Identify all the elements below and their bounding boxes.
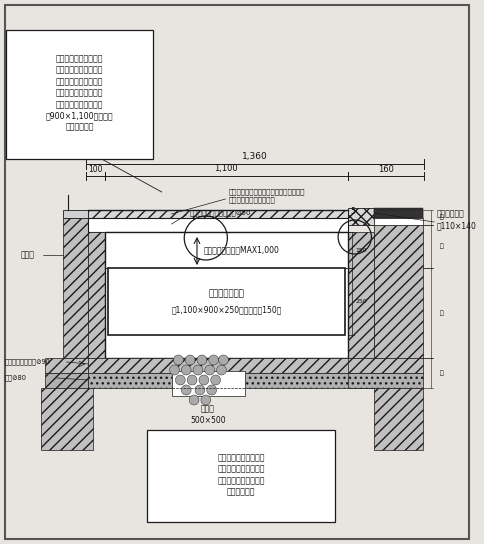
Circle shape [173, 355, 183, 365]
Text: 5: 5 [350, 207, 355, 217]
Bar [45, 358, 88, 373]
Circle shape [209, 355, 219, 365]
Bar [45, 373, 88, 388]
Text: 上がりかまち部分の全
面は、足先などを挟み
こむ危険がないよう平
坦に仕上げる: 上がりかまち部分の全 面は、足先などを挟み こむ危険がないよう平 坦に仕上げる [217, 453, 265, 497]
Bar [88, 232, 105, 358]
Text: 玄関層: 玄関層 [20, 250, 34, 259]
Bar [108, 268, 345, 335]
Bar [88, 373, 375, 388]
Circle shape [197, 355, 207, 365]
Bar [348, 232, 375, 358]
Circle shape [175, 375, 185, 385]
Text: 250: 250 [356, 299, 367, 304]
Text: 昇降ストローク　MAX1,000: 昇降ストローク MAX1,000 [203, 245, 279, 255]
Text: 1,360: 1,360 [242, 152, 268, 162]
Circle shape [207, 385, 217, 395]
Bar [375, 225, 424, 358]
Circle shape [201, 395, 211, 405]
Text: 另: 另 [440, 215, 444, 220]
FancyBboxPatch shape [147, 430, 335, 522]
Bar [375, 210, 424, 218]
Bar [105, 232, 348, 268]
Text: 約1,100×900×250（昇降距離150）: 約1,100×900×250（昇降距離150） [171, 305, 282, 314]
Bar [41, 388, 93, 450]
Circle shape [182, 385, 191, 395]
Text: 土間コンクリート⊘90: 土間コンクリート⊘90 [5, 358, 51, 366]
Circle shape [185, 355, 195, 365]
Bar [105, 232, 348, 358]
Text: 160: 160 [378, 164, 394, 174]
Bar [88, 218, 348, 232]
Text: 機械上面のテーブル部
分は、タイル仕上げの
場合、タイル割りに合
わせて大きさを決定し
てもよいが、基本的に
は900×1,100㎜以上の
寸法はほしい: 機械上面のテーブル部 分は、タイル仕上げの 場合、タイル割りに合 わせて大きさを… [45, 54, 113, 132]
Circle shape [199, 375, 209, 385]
Bar [171, 371, 245, 396]
Text: 另: 另 [440, 310, 444, 316]
Circle shape [211, 375, 221, 385]
Bar [348, 373, 424, 388]
Circle shape [187, 375, 197, 385]
Text: 另: 另 [440, 370, 444, 376]
Text: 100: 100 [88, 164, 103, 174]
Circle shape [182, 365, 191, 375]
Bar [375, 388, 424, 450]
Text: 1,100: 1,100 [214, 164, 238, 174]
Bar [63, 218, 88, 358]
Text: 150: 150 [356, 248, 367, 252]
Circle shape [217, 365, 227, 375]
Bar [63, 210, 88, 218]
Bar [375, 208, 424, 220]
Circle shape [205, 365, 214, 375]
Bar [88, 358, 375, 373]
Circle shape [195, 385, 205, 395]
Text: 敷居　みかけ石ジェットバーナー仕上げ
真ちゅうレール埋め込み: 敷居 みかけ石ジェットバーナー仕上げ 真ちゅうレール埋め込み [228, 189, 305, 203]
Text: 另: 另 [440, 244, 444, 249]
Circle shape [169, 365, 180, 375]
Text: 上がりかまち
幅110×140: 上がりかまち 幅110×140 [436, 210, 476, 230]
Text: 浸透枡
500×500: 浸透枡 500×500 [190, 405, 226, 425]
Bar [88, 210, 348, 218]
Text: 割栗⊘80: 割栗⊘80 [5, 375, 27, 381]
Circle shape [219, 355, 228, 365]
Bar [348, 358, 424, 373]
Circle shape [189, 395, 199, 405]
Text: 段差解消機本体: 段差解消機本体 [209, 289, 244, 298]
Circle shape [193, 365, 203, 375]
Text: モルタル＋タイル仕上げ⊘50: モルタル＋タイル仕上げ⊘50 [189, 209, 251, 217]
Bar [375, 218, 424, 225]
Bar [348, 208, 375, 225]
FancyBboxPatch shape [6, 30, 153, 159]
